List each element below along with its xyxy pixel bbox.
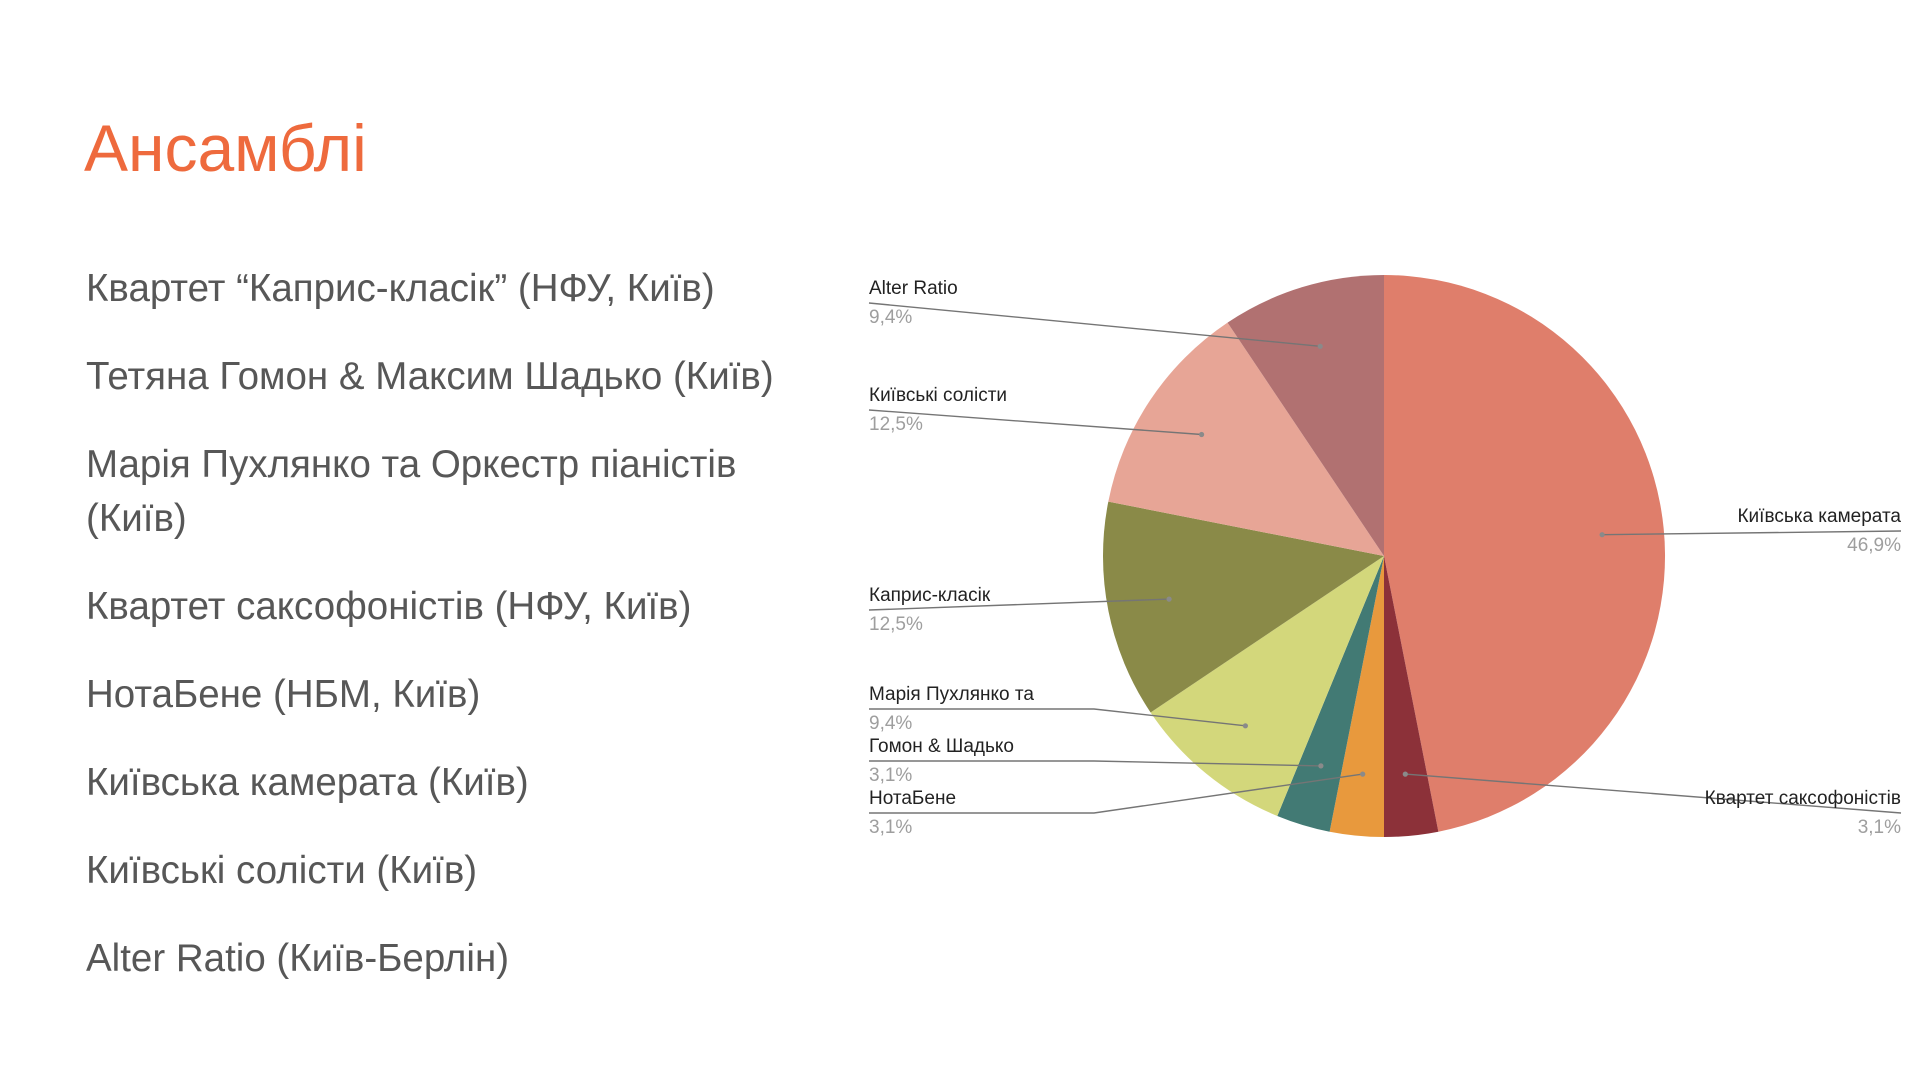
leader-dot: [1166, 596, 1172, 602]
slice-percent: 3,1%: [869, 765, 912, 786]
leader-line: [869, 708, 1246, 727]
slice-label: НотаБене: [869, 788, 956, 809]
leader-line: [869, 760, 1321, 767]
slice-label: Київська камерата: [1737, 506, 1901, 527]
leader-dot: [1360, 771, 1366, 777]
leader-dot: [1318, 763, 1324, 769]
leader-dot: [1317, 343, 1323, 349]
slice-label: Київські солісти: [869, 385, 1007, 406]
ensemble-item: Тетяна Гомон & Максим Шадько (Київ): [86, 355, 774, 398]
ensemble-item: Квартет “Каприс-класік” (НФУ, Київ): [86, 267, 715, 310]
pie-slice: [1108, 322, 1384, 556]
slice-label: Марія Пухлянко та: [869, 684, 1034, 705]
leader-line: [868, 598, 1170, 611]
leader-dot: [1402, 771, 1408, 777]
ensemble-item: Марія Пухлянко та Оркестр піаністів (Киї…: [86, 443, 737, 540]
slice-label: Alter Ratio: [869, 278, 958, 299]
pie-slice: [1102, 501, 1384, 713]
pie-slice: [1329, 556, 1384, 837]
pie-slice: [1227, 275, 1384, 556]
ensemble-item: Київська камерата (Київ): [86, 761, 529, 804]
slice-percent: 9,4%: [869, 307, 912, 328]
pie-slice: [1277, 556, 1384, 832]
leader-line: [868, 409, 1202, 436]
pie-slice: [1150, 556, 1384, 816]
leader-line: [869, 773, 1363, 814]
slice-percent: 3,1%: [869, 817, 912, 838]
slice-percent: 46,9%: [1847, 535, 1901, 556]
pie-slice: [1384, 556, 1439, 837]
leader-line: [1602, 530, 1902, 536]
slice-labels: Київська камерата 46,9% Квартет саксофоніс…: [869, 278, 1901, 838]
leader-line: [868, 302, 1321, 347]
slice-percent: 12,5%: [869, 614, 923, 635]
leader-line: [1405, 773, 1902, 814]
slice-label: Квартет саксофоністів: [1705, 788, 1901, 809]
leader-dot: [1199, 431, 1205, 438]
ensemble-list: Квартет “Каприс-класік” (НФУ, Київ) Тетя…: [86, 262, 826, 1020]
slice-percent: 3,1%: [1858, 817, 1901, 838]
ensemble-item: Київські солісти (Київ): [86, 849, 478, 892]
leader-dot: [1242, 723, 1248, 729]
ensemble-item: НотаБене (НБМ, Київ): [86, 673, 481, 716]
ensemble-item: Alter Ratio (Київ-Берлін): [86, 937, 510, 980]
leader-dot: [1599, 532, 1605, 538]
slice-percent: 12,5%: [869, 414, 923, 435]
slide-title: Ансамблі: [84, 111, 367, 185]
ensemble-item: Квартет саксофоністів (НФУ, Київ): [86, 585, 692, 628]
slice-percent: 9,4%: [869, 713, 912, 734]
slice-label: Каприс-класік: [869, 585, 991, 606]
pie-slice: [1384, 275, 1666, 832]
pie-slices: [1102, 275, 1666, 837]
leader-lines: [868, 302, 1902, 814]
slice-label: Гомон & Шадько: [869, 736, 1014, 757]
